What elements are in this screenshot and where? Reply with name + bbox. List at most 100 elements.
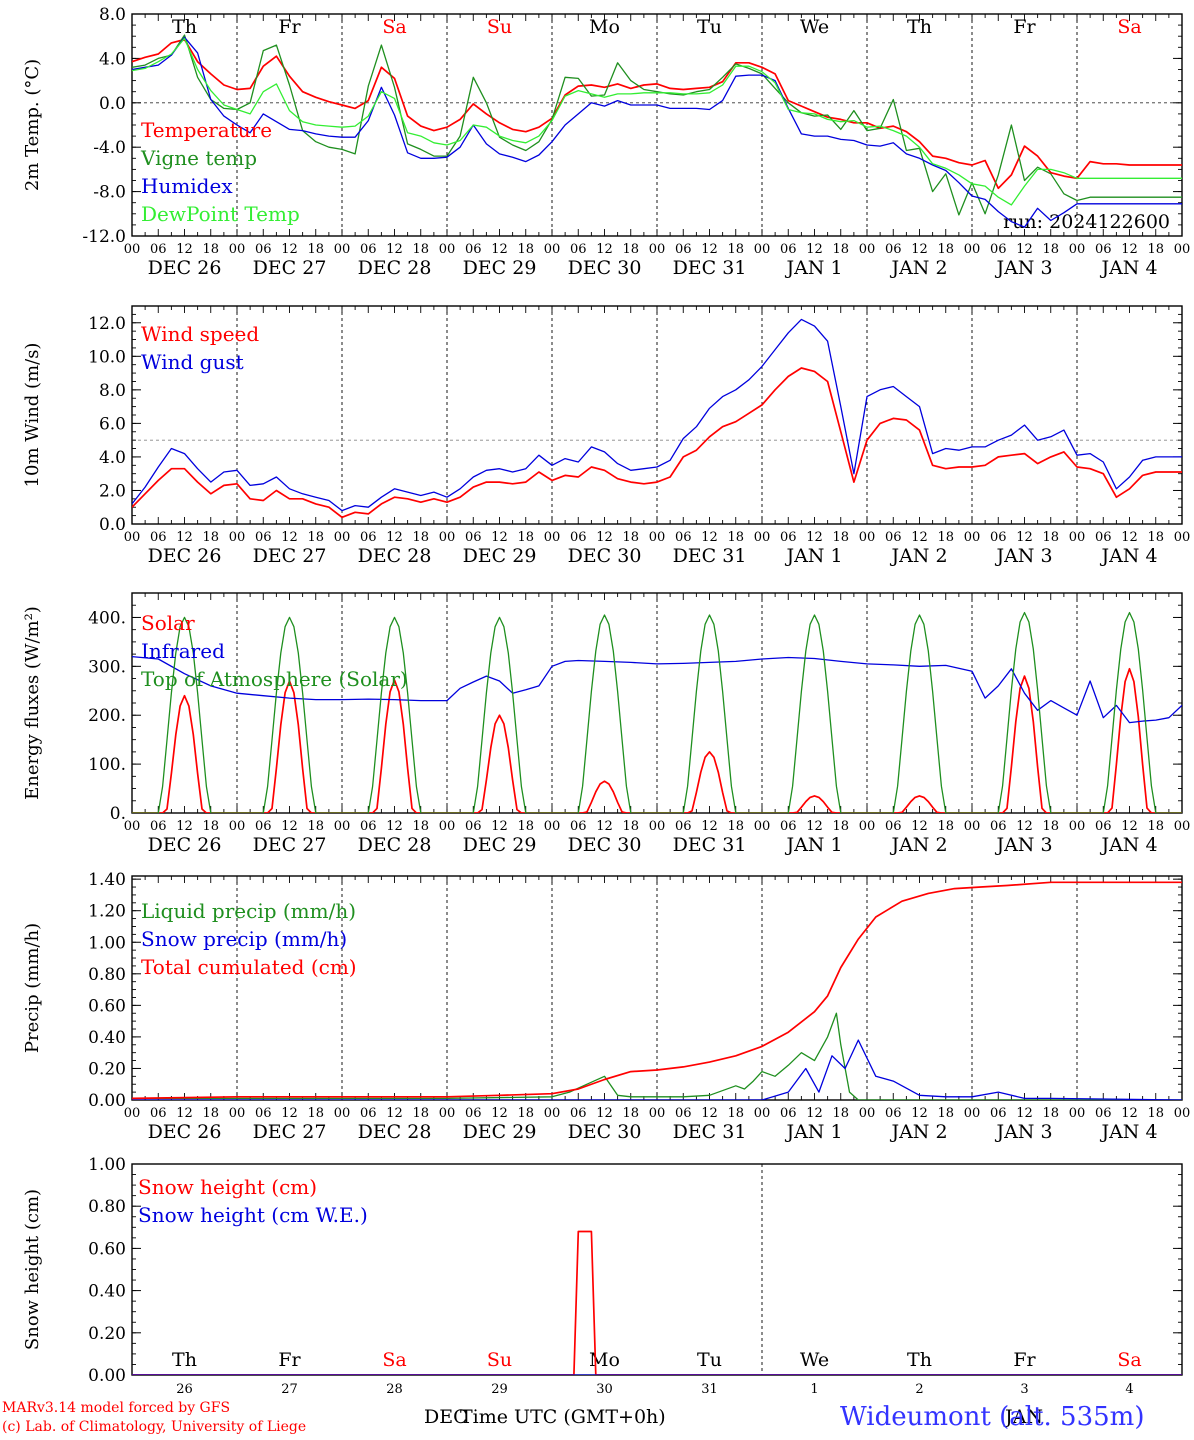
x-date-label: DEC 29 <box>463 257 537 279</box>
weekday-label: We <box>800 16 829 38</box>
y-tick-label: 0.00 <box>88 1366 126 1386</box>
x-hour-label: 06 <box>570 242 587 257</box>
x-hour-label: 12 <box>176 1106 193 1121</box>
y-axis-title: 2m Temp. (°C) <box>22 59 43 191</box>
legend-entry: Snow height (cm) <box>138 1175 317 1199</box>
x-hour-label: 18 <box>832 1106 849 1121</box>
x-date-label: DEC 30 <box>568 257 642 279</box>
x-hour-label: 12 <box>596 1106 613 1121</box>
x-date-label: DEC 29 <box>463 545 537 567</box>
x-hour-label: 18 <box>1042 1106 1059 1121</box>
x-hour-label: 18 <box>1042 530 1059 545</box>
x-hour-label: 06 <box>150 819 167 834</box>
y-tick-label: 0.60 <box>88 1239 126 1259</box>
x-hour-label: 06 <box>150 242 167 257</box>
x-hour-label: 12 <box>596 530 613 545</box>
series-line-humidex <box>132 36 1182 228</box>
x-hour-label: 06 <box>570 530 587 545</box>
x-hour-label: 12 <box>806 1106 823 1121</box>
x-hour-label: 12 <box>491 530 508 545</box>
x-hour-label: 18 <box>937 242 954 257</box>
x-hour-label: 00 <box>439 1106 456 1121</box>
x-hour-label: 00 <box>334 530 351 545</box>
x-hour-label: 06 <box>885 530 902 545</box>
series-line-liquid-precip-mm-h- <box>132 1012 1182 1100</box>
y-tick-label: 0.80 <box>88 1197 126 1217</box>
y-tick-label: -4.0 <box>93 138 126 158</box>
y-tick-label: 10.0 <box>88 347 126 367</box>
y-tick-label: 0.0 <box>99 94 126 114</box>
x-hour-label: 12 <box>176 242 193 257</box>
x-hour-label: 00 <box>649 242 666 257</box>
x-date-label: DEC 31 <box>673 1121 747 1143</box>
x-hour-label: 00 <box>859 819 876 834</box>
panel-4: 1.40 1.20 1.00 0.80 0.60 0.40 0.20 0.00 Precip (… <box>22 870 1190 1143</box>
x-hour-label: 18 <box>832 242 849 257</box>
x-hour-label: 12 <box>1016 242 1033 257</box>
x-hour-label: 12 <box>1121 1106 1138 1121</box>
x-hour-label: 06 <box>885 242 902 257</box>
weekday-label: Sa <box>1117 1349 1141 1371</box>
x-date-label: DEC 28 <box>358 1121 432 1143</box>
x-hour-label: 06 <box>990 530 1007 545</box>
weekday-label: Su <box>487 16 512 38</box>
day-number-label: 26 <box>176 1382 193 1397</box>
x-hour-label: 12 <box>806 242 823 257</box>
weekday-label: Th <box>907 16 932 38</box>
y-tick-label: 4.0 <box>99 448 126 468</box>
day-number-label: 3 <box>1020 1382 1028 1397</box>
x-date-label: DEC 27 <box>253 545 327 567</box>
x-hour-label: 12 <box>491 242 508 257</box>
x-hour-label: 18 <box>412 242 429 257</box>
x-date-label: DEC 28 <box>358 545 432 567</box>
x-hour-label: 18 <box>727 819 744 834</box>
x-hour-label: 18 <box>622 1106 639 1121</box>
y-tick-label: 1.00 <box>88 1155 126 1175</box>
y-tick-label: 1.40 <box>88 870 126 890</box>
y-tick-label: 1.00 <box>88 933 126 953</box>
weekday-label: Th <box>907 1349 932 1371</box>
series-line-total-cumulated-cm- <box>132 881 1182 1100</box>
x-date-label: JAN 4 <box>1099 545 1157 567</box>
x-hour-label: 12 <box>701 242 718 257</box>
x-hour-label: 12 <box>701 530 718 545</box>
y-tick-label: 0.0 <box>99 515 126 535</box>
series-line-top-of-atmosphere-solar- <box>132 611 1182 813</box>
x-hour-label: 06 <box>780 242 797 257</box>
x-hour-label: 06 <box>255 242 272 257</box>
weekday-label: Fr <box>278 16 301 38</box>
y-axis-title: Snow height (cm) <box>22 1189 43 1350</box>
x-hour-label: 18 <box>412 819 429 834</box>
x-hour-label: 18 <box>1147 242 1164 257</box>
x-hour-label: 18 <box>937 530 954 545</box>
x-hour-label: 06 <box>780 1106 797 1121</box>
x-hour-label: 12 <box>1121 242 1138 257</box>
x-hour-label: 06 <box>465 242 482 257</box>
weekday-label: Sa <box>382 1349 406 1371</box>
y-tick-label: 8.0 <box>99 381 126 401</box>
x-hour-label: 12 <box>1121 819 1138 834</box>
series-line-infrared <box>132 655 1182 724</box>
series-line-dewpoint-temp <box>132 37 1182 206</box>
x-hour-label: 06 <box>885 1106 902 1121</box>
x-hour-label: 18 <box>202 530 219 545</box>
x-hour-label: 06 <box>1095 242 1112 257</box>
x-hour-label: 06 <box>675 242 692 257</box>
x-hour-label: 12 <box>386 530 403 545</box>
x-hour-label: 18 <box>727 242 744 257</box>
x-hour-label: 00 <box>859 530 876 545</box>
x-hour-label: 00 <box>334 819 351 834</box>
y-tick-label: -12.0 <box>82 227 126 247</box>
x-hour-label: 12 <box>596 819 613 834</box>
x-hour-label: 00 <box>1174 530 1191 545</box>
x-date-label: DEC 29 <box>463 834 537 856</box>
x-hour-label: 12 <box>701 1106 718 1121</box>
y-axis-title: Precip (mm/h) <box>22 923 43 1053</box>
x-hour-label: 00 <box>754 1106 771 1121</box>
x-hour-label: 06 <box>990 819 1007 834</box>
x-hour-label: 06 <box>255 1106 272 1121</box>
x-date-label: JAN 2 <box>889 834 947 856</box>
x-hour-label: 06 <box>780 819 797 834</box>
weekday-label: Su <box>487 1349 512 1371</box>
x-hour-label: 00 <box>964 530 981 545</box>
